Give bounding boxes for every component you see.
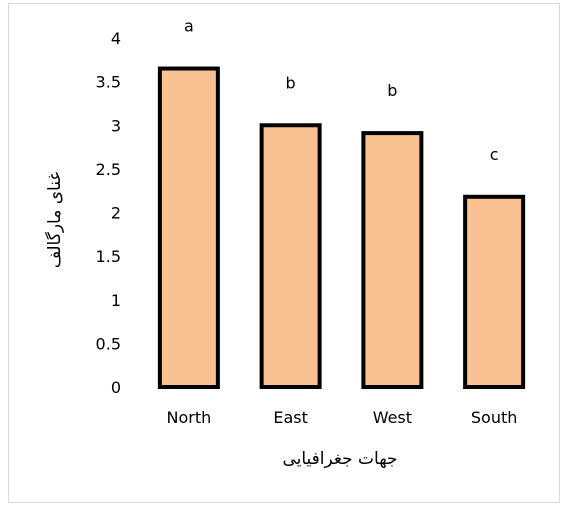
x-category-label: North: [167, 408, 212, 427]
bars: [157, 66, 526, 389]
y-tick-label: 1: [111, 291, 121, 310]
y-axis-label: غنای مارگالف: [44, 172, 65, 269]
significance-letter: b: [286, 73, 296, 92]
x-category-label: West: [373, 408, 412, 427]
bar-north: [157, 66, 220, 389]
bar-south: [463, 194, 526, 389]
significance-letter: b: [387, 81, 397, 100]
y-tick-label: 3: [111, 116, 121, 135]
x-category-label: South: [471, 408, 518, 427]
y-tick-label: 0.5: [96, 334, 121, 353]
y-tick-label: 0: [111, 378, 121, 397]
significance-letters: a b b c: [184, 17, 499, 164]
y-tick-label: 1.5: [96, 247, 121, 266]
bar-east: [259, 123, 322, 389]
bar-west: [361, 131, 424, 389]
y-axis-ticks: 0 0.5 1 1.5 2 2.5 3 3.5 4: [96, 29, 121, 397]
significance-letter: c: [490, 145, 499, 164]
x-axis-label: جهات جغرافیایی: [282, 449, 397, 469]
y-tick-label: 4: [111, 29, 121, 48]
y-tick-label: 2: [111, 204, 121, 223]
y-tick-label: 2.5: [96, 160, 121, 179]
y-tick-label: 3.5: [96, 73, 121, 92]
x-axis-categories: North East West South: [167, 408, 518, 427]
x-category-label: East: [273, 408, 308, 427]
significance-letter: a: [184, 17, 194, 36]
